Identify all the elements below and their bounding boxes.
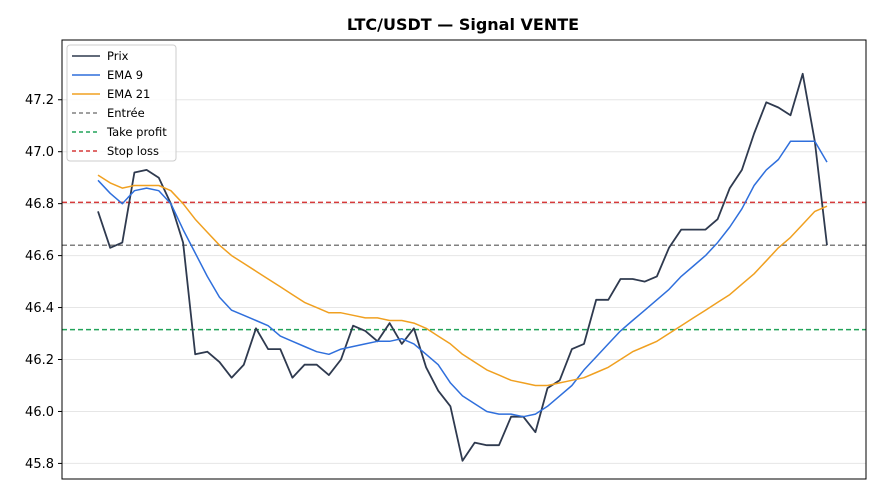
y-tick-label: 45.8 xyxy=(25,457,54,472)
chart-title: LTC/USDT — Signal VENTE xyxy=(347,15,579,34)
y-tick-label: 46.2 xyxy=(25,353,54,368)
legend-label-2: EMA 21 xyxy=(107,87,150,101)
series-line-0 xyxy=(97,72,828,462)
y-tick-label: 47.2 xyxy=(25,93,54,108)
series-line-2 xyxy=(97,174,828,387)
y-axis: 45.8 46.0 46.2 46.4 46.6 46.8 47.0 47.2 xyxy=(25,93,62,472)
legend-label-4: Take profit xyxy=(106,125,167,139)
y-tick-label: 46.4 xyxy=(25,301,54,316)
legend-label-1: EMA 9 xyxy=(107,68,143,82)
legend: Prix EMA 9 EMA 21 Entrée Take profit Stop los… xyxy=(66,44,177,162)
series-line-1 xyxy=(97,140,828,418)
y-tick-label: 46.8 xyxy=(25,197,54,212)
y-tick-label: 46.0 xyxy=(25,405,54,420)
y-tick-label: 46.6 xyxy=(25,249,54,264)
level-lines xyxy=(62,201,866,331)
y-tick-label: 47.0 xyxy=(25,145,54,160)
series-lines xyxy=(97,72,828,462)
legend-label-5: Stop loss xyxy=(107,144,159,158)
legend-label-3: Entrée xyxy=(107,106,145,120)
plot-frame xyxy=(61,39,867,480)
legend-label-0: Prix xyxy=(107,49,129,63)
